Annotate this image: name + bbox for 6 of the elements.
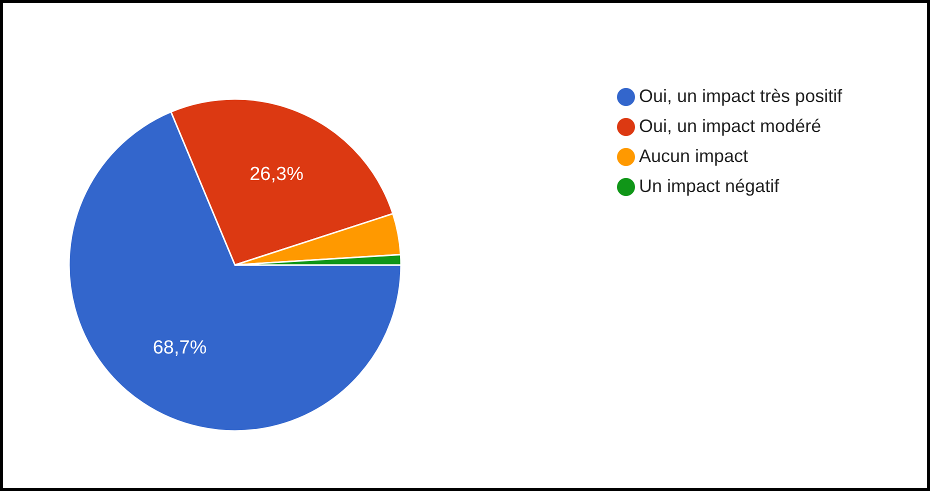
legend-label: Aucun impact bbox=[639, 146, 748, 166]
legend-label: Un impact négatif bbox=[639, 176, 780, 196]
legend-label: Oui, un impact modéré bbox=[639, 116, 822, 136]
data-label: 26,3% bbox=[250, 164, 304, 185]
data-label: 68,7% bbox=[152, 337, 207, 358]
legend-label: Oui, un impact très positif bbox=[639, 86, 842, 106]
